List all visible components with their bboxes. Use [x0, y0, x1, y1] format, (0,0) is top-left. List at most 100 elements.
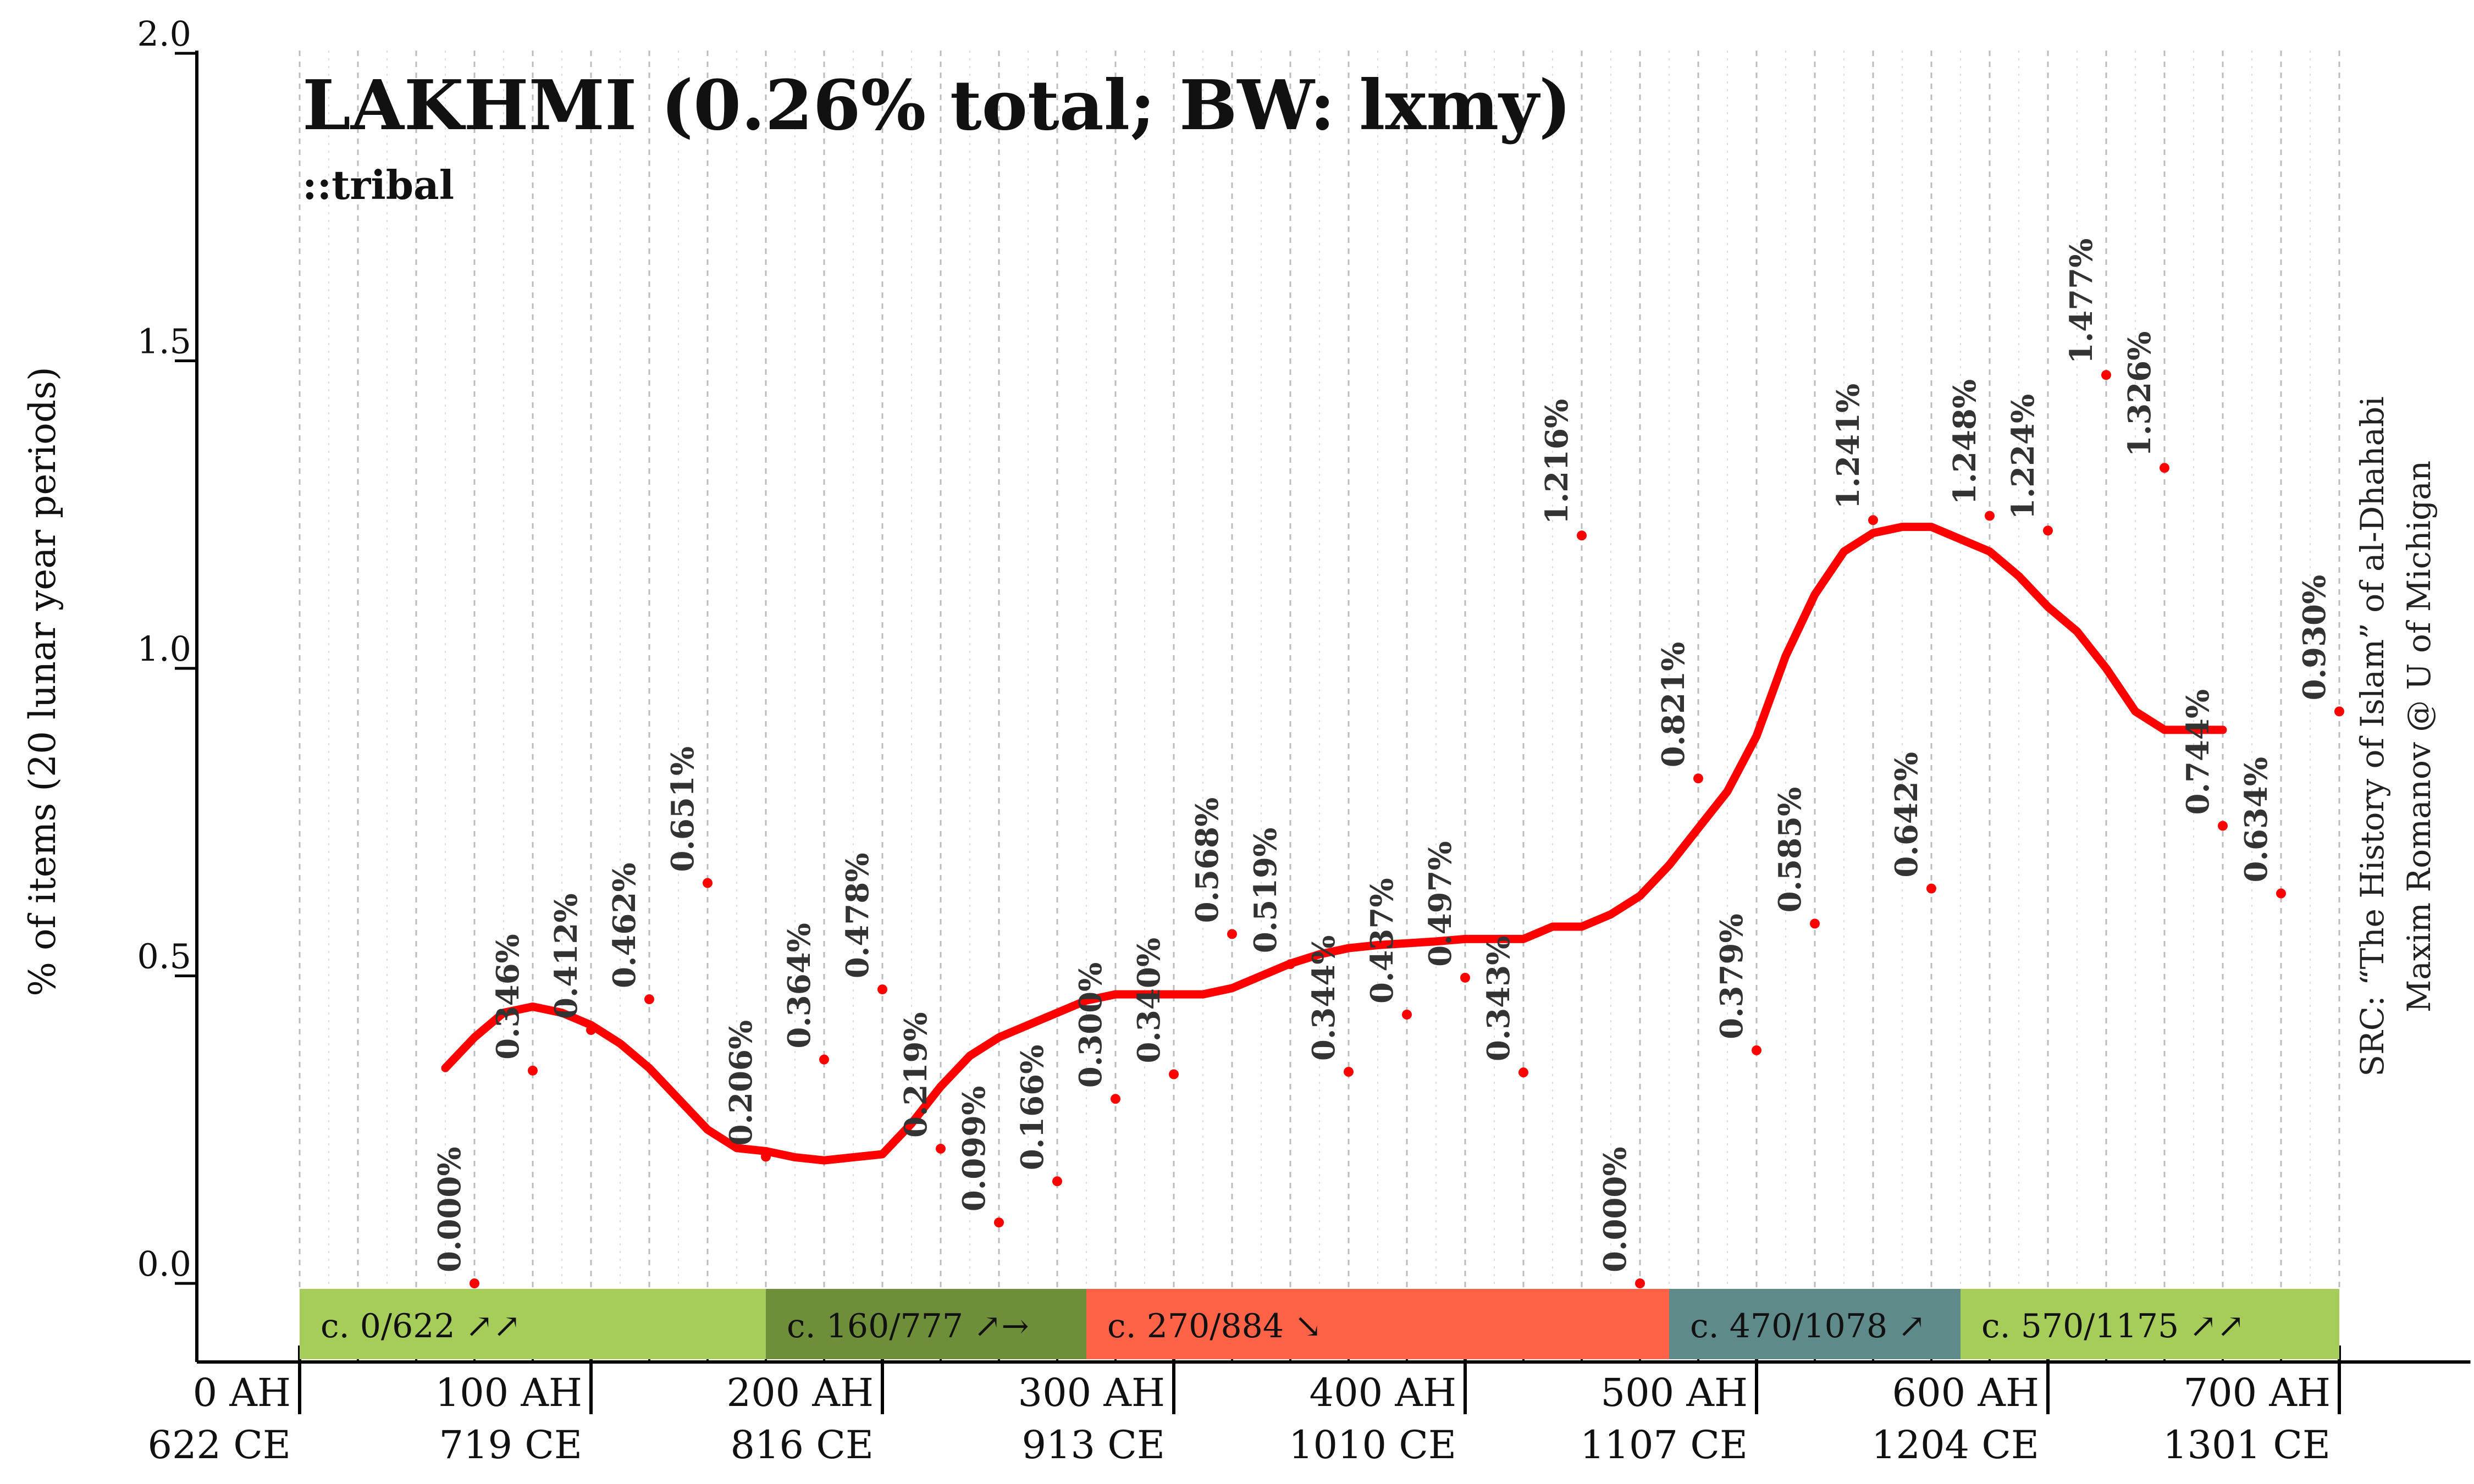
data-label: 0.412%	[548, 893, 584, 1019]
data-point	[1926, 883, 1936, 894]
data-point	[819, 1054, 829, 1065]
data-label: 0.568%	[1189, 798, 1225, 923]
data-point	[1052, 1176, 1062, 1187]
period-band	[1961, 1289, 2339, 1359]
data-label: 0.219%	[898, 1012, 934, 1138]
trend-line	[441, 523, 2227, 1165]
chart-subtitle: ::tribal	[302, 162, 454, 208]
data-label: 1.224%	[2005, 394, 2041, 520]
data-label: 0.930%	[2296, 575, 2333, 701]
x-tick-label-ce: 1010 CE	[1289, 1422, 1456, 1468]
data-label: 1.241%	[1830, 384, 1866, 510]
x-tick-label-ah: 300 AH	[1018, 1370, 1165, 1415]
data-point	[1518, 1067, 1528, 1078]
data-point	[1752, 1045, 1761, 1055]
data-point	[936, 1143, 946, 1154]
data-point	[1693, 773, 1703, 784]
x-tick-label-ce: 1204 CE	[1871, 1422, 2039, 1468]
data-label: 0.346%	[490, 934, 526, 1060]
data-point	[1344, 1067, 1354, 1077]
grid-lines	[299, 51, 2340, 1289]
data-label: 0.000%	[1597, 1147, 1633, 1272]
data-point	[994, 1217, 1004, 1228]
y-tick-label: 0.0	[137, 1244, 191, 1284]
data-point	[1460, 972, 1470, 983]
source-line-1: SRC: “The History of Islam” of al-Dhahab…	[2354, 396, 2391, 1077]
x-tick-label-ce: 816 CE	[730, 1422, 874, 1468]
data-label: 0.364%	[781, 923, 818, 1049]
data-point	[1810, 918, 1820, 929]
data-label: 0.478%	[840, 853, 876, 979]
source-line-2: Maxim Romanov @ U of Michigan	[2400, 461, 2438, 1012]
data-label: 1.248%	[1947, 379, 1983, 505]
data-label: 0.206%	[723, 1020, 759, 1146]
data-point	[761, 1151, 771, 1162]
y-tick-label: 1.5	[137, 322, 191, 362]
data-label: 0.585%	[1772, 787, 1808, 913]
data-label: 1.477%	[2063, 239, 2100, 364]
data-point	[1985, 511, 1995, 521]
period-band	[1669, 1289, 1961, 1359]
data-point	[1227, 929, 1237, 939]
data-point	[1285, 959, 1295, 970]
data-label: 0.344%	[1306, 935, 1342, 1061]
data-point	[703, 878, 713, 888]
data-label: 0.099%	[956, 1086, 992, 1212]
x-tick-label-ce: 1301 CE	[2163, 1422, 2331, 1468]
y-tick-label: 2.0	[137, 14, 191, 54]
period-bands: c. 0/622 ↗↗ c. 160/777 ↗→ c. 270/884 ↘ c. 4…	[300, 1289, 2339, 1359]
data-label: 0.462%	[606, 862, 643, 988]
data-point	[1577, 530, 1587, 541]
x-tick-label-ah: 500 AH	[1601, 1370, 1748, 1415]
data-point	[644, 994, 654, 1005]
data-point	[2101, 370, 2111, 380]
x-tick-label-ce: 622 CE	[147, 1422, 291, 1468]
data-label: 0.642%	[1888, 752, 1925, 878]
y-tick-label: 0.5	[137, 937, 191, 977]
data-point	[2043, 525, 2053, 536]
x-tick-label-ah: 700 AH	[2184, 1370, 2331, 1415]
data-label: 0.300%	[1073, 962, 1109, 1088]
data-label: 0.497%	[1422, 841, 1459, 967]
data-label: 0.634%	[2238, 757, 2274, 883]
period-label: c. 270/884 ↘	[1107, 1307, 1322, 1345]
axes: 0.0 0.5 1.0 1.5 2.0 0 AH 622 CE 100 AH 719 CE 200…	[137, 14, 2471, 1468]
x-tick-label-ce: 913 CE	[1021, 1422, 1165, 1468]
data-labels: 0.000% 0.346% 0.412% 0.462% 0.651% 0.206% 0.36…	[432, 239, 2333, 1272]
data-label: 0.340%	[1131, 938, 1167, 1064]
x-tick-label-ce: 719 CE	[439, 1422, 582, 1468]
data-label: 1.216%	[1539, 399, 1575, 525]
data-point	[1169, 1069, 1179, 1079]
data-label: 0.519%	[1247, 828, 1284, 954]
data-point	[586, 1025, 596, 1035]
data-points	[470, 370, 2344, 1288]
period-label: c. 470/1078 ↗	[1690, 1307, 1926, 1345]
data-point	[1402, 1009, 1412, 1020]
data-point	[2218, 821, 2228, 831]
data-label: 0.000%	[432, 1147, 468, 1272]
x-tick-label-ce: 1107 CE	[1580, 1422, 1748, 1468]
data-label: 0.744%	[2180, 689, 2216, 815]
data-label: 0.343%	[1481, 936, 1517, 1062]
data-label: 0.166%	[1014, 1045, 1051, 1171]
period-label: c. 160/777 ↗→	[787, 1307, 1029, 1345]
y-tick-label: 1.0	[137, 629, 191, 669]
x-tick-label-ah: 100 AH	[435, 1370, 582, 1415]
chart-title: LAKHMI (0.26% total; BW: lxmy)	[302, 65, 1571, 146]
data-point	[877, 984, 887, 995]
data-point	[1868, 515, 1878, 525]
data-point	[528, 1065, 538, 1076]
period-band	[766, 1289, 1086, 1359]
y-axis-label: % of items (20 lunar year periods)	[21, 367, 64, 996]
x-tick-label-ah: 0 AH	[193, 1370, 291, 1415]
x-tick-label-ah: 200 AH	[727, 1370, 874, 1415]
period-band	[1086, 1289, 1669, 1359]
data-point	[1635, 1278, 1645, 1288]
data-point	[470, 1278, 479, 1288]
data-point	[2334, 706, 2344, 717]
data-label: 0.651%	[665, 746, 701, 872]
x-tick-label-ah: 600 AH	[1892, 1370, 2039, 1415]
period-band	[300, 1289, 766, 1359]
data-point	[2276, 888, 2286, 899]
